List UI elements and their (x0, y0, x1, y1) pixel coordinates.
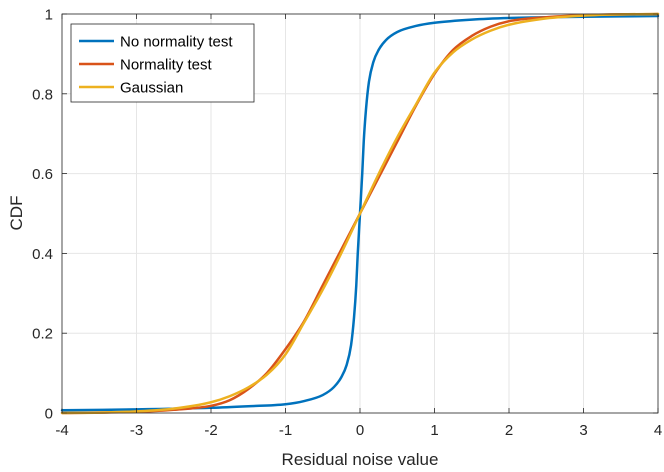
legend-label-no-normality: No normality test (120, 34, 233, 51)
y-tick-label: 0.4 (32, 246, 53, 263)
x-tick-label: -4 (55, 422, 68, 439)
axis-ticks (61, 13, 659, 414)
series-gaussian (60, 12, 660, 415)
x-tick-label: 4 (654, 422, 662, 439)
x-tick-label: -3 (130, 422, 143, 439)
y-tick-label: 0 (45, 406, 53, 423)
x-axis-label: Residual noise value (282, 450, 439, 469)
y-tick-label: 0.6 (32, 166, 53, 183)
x-tick-label: 0 (356, 422, 364, 439)
y-tick-label: 0.2 (32, 326, 53, 343)
legend-label-normality: Normality test (120, 57, 213, 74)
x-tick-label: 1 (430, 422, 438, 439)
series-layer (60, 12, 660, 415)
x-tick-label: 3 (579, 422, 587, 439)
y-tick-label: 0.8 (32, 86, 53, 103)
y-tick-label: 1 (45, 7, 53, 24)
y-axis-label: CDF (7, 196, 26, 231)
x-tick-label: 2 (505, 422, 513, 439)
legend-label-gaussian: Gaussian (120, 80, 183, 97)
x-tick-label: -2 (204, 422, 217, 439)
x-tick-label: -1 (279, 422, 292, 439)
y-tick-labels: 0 0.2 0.4 0.6 0.8 1 (32, 7, 53, 423)
x-tick-labels: -4 -3 -2 -1 0 1 2 3 4 (55, 422, 662, 439)
legend: No normality test Normality test Gaussia… (70, 23, 255, 103)
